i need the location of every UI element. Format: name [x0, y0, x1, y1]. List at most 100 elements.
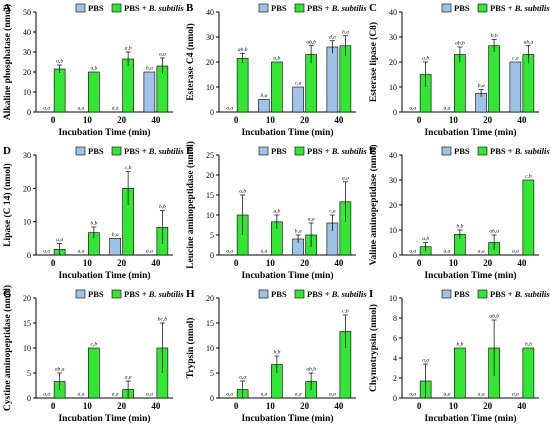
x-tick-label: 20	[300, 401, 310, 411]
significance-label: b,b	[456, 342, 463, 348]
legend: PBS PBS + B. subtilis	[258, 3, 367, 13]
legend-label-bs-species: B. subtilis	[148, 289, 185, 299]
x-axis-label: Incubation Time (min)	[58, 127, 150, 138]
y-tick-label: 10	[206, 83, 214, 92]
bar	[88, 347, 100, 399]
legend-label-bs: PBS + B. subtilis	[490, 146, 550, 156]
x-tick-label: 10	[83, 401, 93, 411]
bar	[509, 61, 522, 113]
x-tick-label: 10	[266, 401, 276, 411]
legend-label-bs-species: B. subtilis	[514, 146, 550, 156]
significance-label: a,a	[77, 249, 84, 255]
y-tick-label: 30	[389, 33, 397, 42]
significance-label: bc,b	[158, 317, 168, 323]
significance-label: a,a	[77, 106, 84, 112]
legend: PBS PBS + B. subtilis	[75, 146, 184, 156]
bar	[122, 58, 134, 113]
bar	[88, 71, 100, 113]
legend-label-bs-prefix: PBS +	[490, 3, 515, 13]
y-tick-label: 5	[27, 369, 31, 378]
panel-letter: C	[369, 2, 377, 14]
panel-letter: D	[3, 145, 11, 157]
y-axis-label: Chymotrypsin (nmol)	[368, 304, 379, 392]
panel-letter: I	[369, 288, 373, 300]
significance-label: a,a	[43, 392, 50, 398]
x-tick-label: 0	[234, 258, 239, 268]
panel-letter: E	[186, 145, 193, 157]
y-tick-label: 4	[393, 354, 397, 363]
y-axis-label: Trypsin (nmol)	[185, 318, 196, 379]
significance-label: b,a	[112, 232, 119, 238]
significance-label: b,b	[525, 342, 532, 348]
y-tick-label: 6	[393, 334, 397, 343]
y-tick-label: 20	[23, 68, 31, 77]
legend-swatch-bs	[477, 289, 488, 299]
significance-label: b,a	[295, 229, 302, 235]
significance-label: a,a	[260, 392, 267, 398]
x-tick-label: 20	[117, 401, 127, 411]
bar	[454, 347, 466, 399]
x-tick-label: 20	[117, 258, 127, 268]
x-tick-label: 40	[517, 258, 527, 268]
x-tick-label: 0	[417, 401, 422, 411]
significance-label: b,b	[456, 224, 463, 230]
significance-label: a,b	[56, 59, 63, 65]
x-axis-label: Incubation Time (min)	[241, 127, 333, 138]
x-axis-label: Incubation Time (min)	[424, 270, 516, 281]
legend-swatch-pbs	[75, 289, 86, 299]
legend-swatch-pbs	[441, 146, 452, 156]
x-tick-label: 0	[51, 115, 56, 125]
legend-label-bs: PBS + B. subtilis	[124, 3, 184, 13]
panel-letter: B	[186, 2, 194, 14]
significance-label: a,b	[90, 66, 97, 72]
y-tick-label: 0	[393, 108, 397, 117]
x-tick-label: 20	[300, 115, 310, 125]
bar	[143, 71, 156, 113]
legend-label-bs-species: B. subtilis	[331, 289, 368, 299]
y-tick-label: 2	[393, 374, 397, 383]
bar	[488, 45, 500, 113]
legend-swatch-pbs	[258, 3, 269, 13]
y-tick-label: 10	[389, 83, 397, 92]
significance-label: a,b	[273, 209, 280, 215]
significance-label: a,a	[77, 392, 84, 398]
x-tick-label: 10	[266, 115, 276, 125]
legend: PBS PBS + B. subtilis	[258, 146, 367, 156]
significance-label: a,a	[409, 106, 416, 112]
y-tick-label: 20	[206, 171, 214, 180]
x-tick-label: 0	[417, 115, 422, 125]
y-tick-label: 0	[210, 251, 214, 260]
significance-label: a,a	[56, 237, 63, 243]
legend-swatch-pbs	[75, 146, 86, 156]
x-tick-label: 40	[334, 115, 344, 125]
y-axis-label: Esterase C4 (nmol)	[185, 23, 196, 101]
x-axis-label: Incubation Time (min)	[241, 270, 333, 281]
legend-label-bs-species: B. subtilis	[514, 3, 550, 13]
y-tick-label: 20	[206, 294, 214, 303]
significance-label: c,b	[525, 174, 532, 180]
x-tick-label: 0	[234, 115, 239, 125]
y-tick-label: 0	[27, 394, 31, 403]
significance-label: c,b	[91, 342, 98, 348]
significance-label: b,b	[90, 221, 97, 227]
significance-label: b,a	[478, 83, 485, 89]
significance-label: b,a	[342, 29, 349, 35]
y-tick-label: 40	[23, 28, 31, 37]
y-axis-label: Lipase (C 14) (nmol)	[2, 163, 13, 247]
y-tick-label: 0	[393, 251, 397, 260]
x-tick-label: 0	[51, 401, 56, 411]
legend-swatch-bs	[111, 289, 122, 299]
legend-label-bs: PBS + B. subtilis	[490, 3, 550, 13]
y-axis-label: Cystine aminopeptidase (nmol)	[2, 285, 13, 411]
legend-swatch-pbs	[441, 3, 452, 13]
y-tick-label: 20	[389, 201, 397, 210]
significance-label: ab,a	[489, 229, 499, 235]
panel-letter: F	[369, 145, 376, 157]
legend-label-bs-prefix: PBS +	[124, 3, 149, 13]
legend: PBS PBS + B. subtilis	[258, 289, 368, 299]
